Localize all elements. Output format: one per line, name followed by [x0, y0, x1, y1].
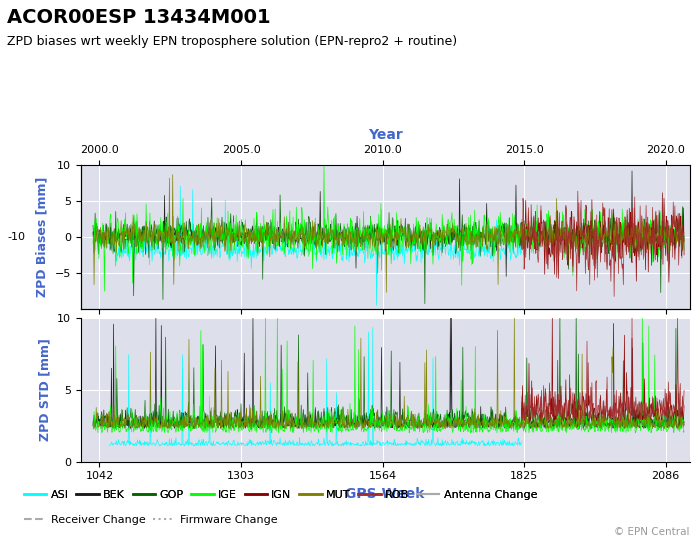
- Text: ZPD biases wrt weekly EPN troposphere solution (EPN-repro2 + routine): ZPD biases wrt weekly EPN troposphere so…: [7, 35, 457, 48]
- Y-axis label: ZPD STD [mm]: ZPD STD [mm]: [38, 338, 51, 441]
- Text: ACOR00ESP 13434M001: ACOR00ESP 13434M001: [7, 8, 271, 27]
- Text: © EPN Central: © EPN Central: [614, 527, 690, 537]
- X-axis label: Year: Year: [368, 129, 402, 143]
- Y-axis label: ZPD Biases [mm]: ZPD Biases [mm]: [36, 177, 49, 297]
- X-axis label: GPS Week: GPS Week: [345, 487, 425, 501]
- Legend: Receiver Change, Firmware Change: Receiver Change, Firmware Change: [20, 510, 282, 529]
- Text: -10: -10: [8, 232, 26, 242]
- Legend: ASI, BEK, GOP, IGE, IGN, MUT, ROB, Antenna Change: ASI, BEK, GOP, IGE, IGN, MUT, ROB, Anten…: [20, 486, 542, 505]
